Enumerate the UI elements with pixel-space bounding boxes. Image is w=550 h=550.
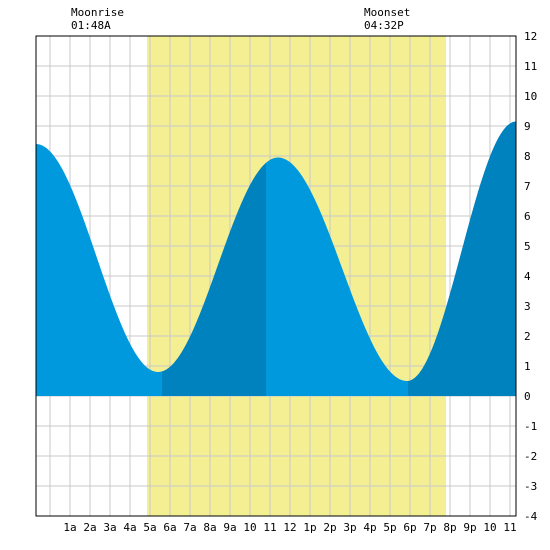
x-tick-label: 4p: [363, 521, 376, 534]
y-tick-label: 9: [524, 120, 531, 133]
x-tick-label: 6p: [403, 521, 416, 534]
y-tick-label: 7: [524, 180, 531, 193]
x-tick-label: 8p: [443, 521, 456, 534]
y-tick-label: -2: [524, 450, 537, 463]
y-tick-label: 4: [524, 270, 531, 283]
tide-area-segment-3: [266, 157, 408, 396]
moonrise-time: 01:48A: [71, 19, 111, 32]
tide-area-segment-4: [408, 121, 516, 396]
x-tick-label: 5p: [383, 521, 396, 534]
x-tick-label: 11: [503, 521, 516, 534]
x-tick-label: 5a: [143, 521, 156, 534]
y-tick-label: 11: [524, 60, 537, 73]
y-tick-label: 3: [524, 300, 531, 313]
x-tick-label: 4a: [123, 521, 136, 534]
x-tick-label: 1a: [63, 521, 76, 534]
y-tick-label: 0: [524, 390, 531, 403]
x-tick-label: 2a: [83, 521, 96, 534]
moonrise-label: Moonrise: [71, 6, 124, 19]
plot-border: [35, 35, 517, 517]
label-layer: Moonrise 01:48A Moonset 04:32P -4 -3 -2 -1 0…: [63, 6, 537, 534]
y-tick-label: 2: [524, 330, 531, 343]
tide-area-segment-1: [36, 144, 162, 396]
x-tick-label: 1p: [303, 521, 316, 534]
x-tick-label: 9a: [223, 521, 236, 534]
x-tick-label: 6a: [163, 521, 176, 534]
x-tick-label: 3p: [343, 521, 356, 534]
x-tick-label: 10: [483, 521, 496, 534]
x-tick-label: 9p: [463, 521, 476, 534]
x-tick-label: 12: [283, 521, 296, 534]
axis-layer: [35, 35, 517, 517]
y-tick-label: 12: [524, 30, 537, 43]
tide-area-segment-2: [162, 162, 266, 396]
moonset-time: 04:32P: [364, 19, 404, 32]
y-tick-label: 1: [524, 360, 531, 373]
y-tick-label: -4: [524, 510, 538, 523]
x-tick-label: 10: [243, 521, 256, 534]
y-tick-label: 5: [524, 240, 531, 253]
x-tick-label: 2p: [323, 521, 336, 534]
x-tick-label: 8a: [203, 521, 216, 534]
y-tick-label: 6: [524, 210, 531, 223]
x-tick-label: 11: [263, 521, 276, 534]
x-tick-label: 3a: [103, 521, 116, 534]
x-tick-label: 7a: [183, 521, 196, 534]
moonset-label: Moonset: [364, 6, 410, 19]
tide-area-layer: [36, 121, 516, 396]
x-tick-label: 7p: [423, 521, 436, 534]
y-tick-label: 10: [524, 90, 537, 103]
y-tick-label: 8: [524, 150, 531, 163]
y-tick-label: -1: [524, 420, 537, 433]
y-tick-label: -3: [524, 480, 537, 493]
